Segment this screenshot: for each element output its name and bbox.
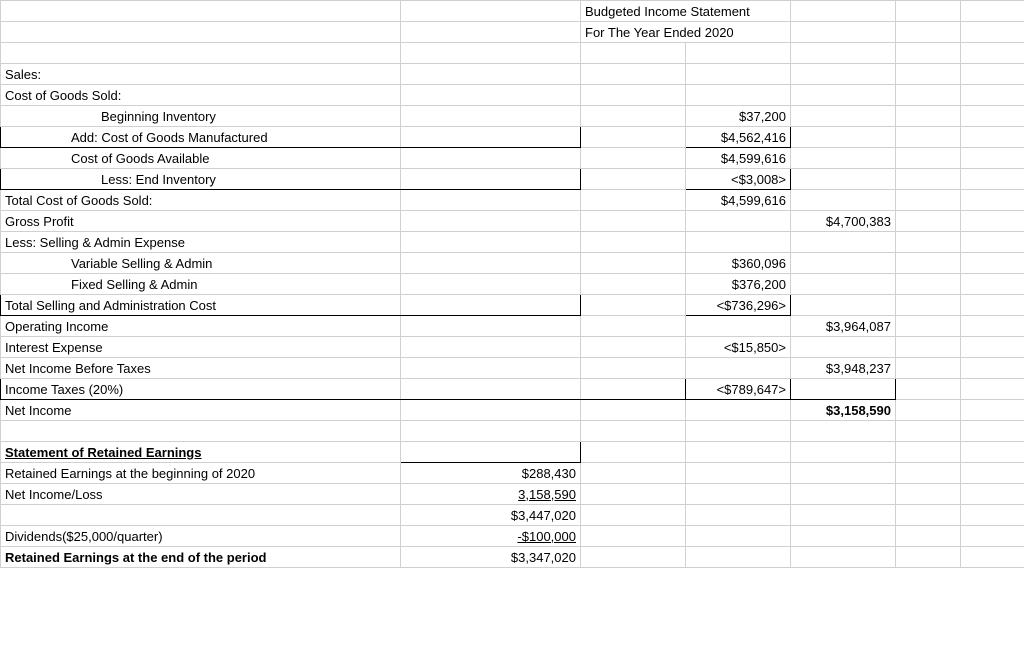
income-statement-sheet: Budgeted Income Statement For The Year E… [0, 0, 1024, 568]
gross-profit-value: $4,700,383 [791, 211, 896, 232]
var-sga-value: $360,096 [686, 253, 791, 274]
sales-row: Sales: [1, 64, 1024, 85]
add-cogm-row: Add: Cost of Goods Manufactured $4,562,4… [1, 127, 1024, 148]
cga-value: $4,599,616 [686, 148, 791, 169]
re-ni-row: Net Income/Loss 3,158,590 [1, 484, 1024, 505]
beg-inv-value: $37,200 [686, 106, 791, 127]
re-header-row: Statement of Retained Earnings [1, 442, 1024, 463]
tax-row: Income Taxes (20%) <$789,647> [1, 379, 1024, 400]
int-exp-row: Interest Expense <$15,850> [1, 337, 1024, 358]
tax-label: Income Taxes (20%) [1, 379, 401, 400]
beg-inv-row: Beginning Inventory $37,200 [1, 106, 1024, 127]
re-subtotal-value: $3,447,020 [401, 505, 581, 526]
re-beg-label: Retained Earnings at the beginning of 20… [1, 463, 401, 484]
re-end-value: $3,347,020 [401, 547, 581, 568]
gross-profit-label: Gross Profit [1, 211, 401, 232]
less-sga-label: Less: Selling & Admin Expense [1, 232, 401, 253]
nibt-value: $3,948,237 [791, 358, 896, 379]
var-sga-row: Variable Selling & Admin $360,096 [1, 253, 1024, 274]
op-income-label: Operating Income [1, 316, 401, 337]
nibt-label: Net Income Before Taxes [1, 358, 401, 379]
re-div-label: Dividends($25,000/quarter) [1, 526, 401, 547]
re-ni-value: 3,158,590 [401, 484, 581, 505]
net-income-value: $3,158,590 [791, 400, 896, 421]
beg-inv-label: Beginning Inventory [1, 106, 401, 127]
less-end-inv-row: Less: End Inventory <$3,008> [1, 169, 1024, 190]
add-cogm-label: Add: Cost of Goods Manufactured [1, 127, 401, 148]
total-sga-row: Total Selling and Administration Cost <$… [1, 295, 1024, 316]
add-cogm-value: $4,562,416 [686, 127, 791, 148]
re-header: Statement of Retained Earnings [1, 442, 401, 463]
re-end-row: Retained Earnings at the end of the peri… [1, 547, 1024, 568]
cga-row: Cost of Goods Available $4,599,616 [1, 148, 1024, 169]
var-sga-label: Variable Selling & Admin [1, 253, 401, 274]
fixed-sga-row: Fixed Selling & Admin $376,200 [1, 274, 1024, 295]
cogs-label: Cost of Goods Sold: [1, 85, 401, 106]
less-sga-row: Less: Selling & Admin Expense [1, 232, 1024, 253]
nibt-row: Net Income Before Taxes $3,948,237 [1, 358, 1024, 379]
re-div-value: -$100,000 [401, 526, 581, 547]
header-row-2: For The Year Ended 2020 [1, 22, 1024, 43]
fixed-sga-label: Fixed Selling & Admin [1, 274, 401, 295]
cogs-header-row: Cost of Goods Sold: [1, 85, 1024, 106]
title2: For The Year Ended 2020 [581, 22, 791, 43]
re-end-label: Retained Earnings at the end of the peri… [1, 547, 401, 568]
header-row-1: Budgeted Income Statement [1, 1, 1024, 22]
net-income-label: Net Income [1, 400, 401, 421]
less-end-inv-label: Less: End Inventory [1, 169, 401, 190]
re-beg-value: $288,430 [401, 463, 581, 484]
less-end-inv-value: <$3,008> [686, 169, 791, 190]
tax-value: <$789,647> [686, 379, 791, 400]
fixed-sga-value: $376,200 [686, 274, 791, 295]
int-exp-value: <$15,850> [686, 337, 791, 358]
cga-label: Cost of Goods Available [1, 148, 401, 169]
re-subtotal-row: $3,447,020 [1, 505, 1024, 526]
re-beg-row: Retained Earnings at the beginning of 20… [1, 463, 1024, 484]
re-ni-label: Net Income/Loss [1, 484, 401, 505]
total-cogs-label: Total Cost of Goods Sold: [1, 190, 401, 211]
total-cogs-row: Total Cost of Goods Sold: $4,599,616 [1, 190, 1024, 211]
total-cogs-value: $4,599,616 [686, 190, 791, 211]
total-sga-value: <$736,296> [686, 295, 791, 316]
title1: Budgeted Income Statement [581, 1, 791, 22]
sales-label: Sales: [1, 64, 401, 85]
int-exp-label: Interest Expense [1, 337, 401, 358]
net-income-row: Net Income $3,158,590 [1, 400, 1024, 421]
re-div-row: Dividends($25,000/quarter) -$100,000 [1, 526, 1024, 547]
op-income-row: Operating Income $3,964,087 [1, 316, 1024, 337]
op-income-value: $3,964,087 [791, 316, 896, 337]
gross-profit-row: Gross Profit $4,700,383 [1, 211, 1024, 232]
total-sga-label: Total Selling and Administration Cost [1, 295, 401, 316]
